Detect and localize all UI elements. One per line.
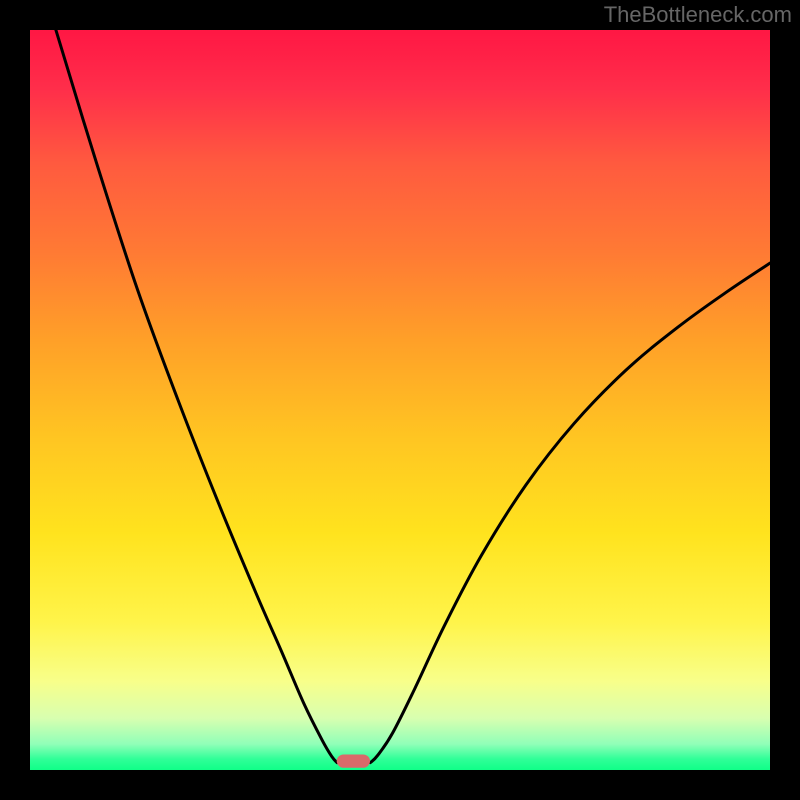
chart-container: TheBottleneck.com — [0, 0, 800, 800]
bottleneck-chart — [0, 0, 800, 800]
minimum-marker — [337, 754, 370, 767]
watermark-text: TheBottleneck.com — [604, 2, 792, 28]
plot-background — [30, 30, 770, 770]
